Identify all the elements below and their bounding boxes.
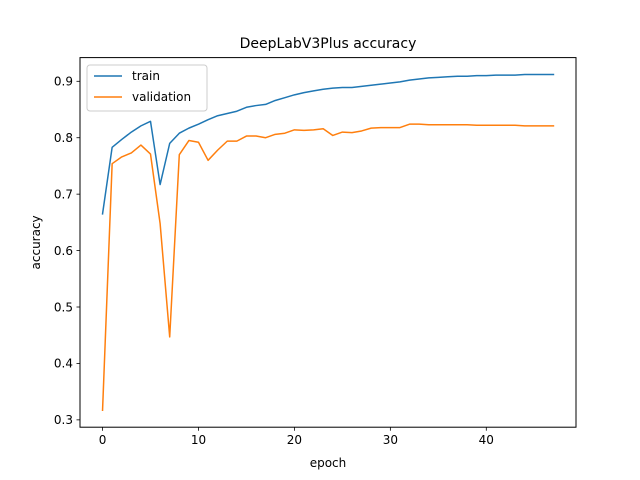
y-tick-label: 0.5	[54, 300, 73, 314]
legend-label-validation: validation	[132, 90, 191, 104]
y-axis-label: accuracy	[29, 215, 43, 269]
x-tick-label: 30	[383, 433, 398, 447]
series-line-train	[101, 73, 555, 215]
x-tick-label: 20	[287, 433, 302, 447]
y-tick-label: 0.8	[54, 131, 73, 145]
plot-frame	[79, 57, 577, 428]
y-tick-label: 0.9	[54, 75, 73, 89]
x-tick-label: 40	[479, 433, 494, 447]
y-tick-label: 0.3	[54, 413, 73, 427]
legend: train validation	[86, 64, 208, 112]
chart-title: DeepLabV3Plus accuracy	[240, 36, 417, 52]
series-line-validation	[101, 123, 555, 412]
series-group	[101, 73, 555, 412]
y-tick-label: 0.6	[54, 244, 73, 258]
x-tick-label: 0	[99, 433, 107, 447]
y-tick-label: 0.7	[54, 187, 73, 201]
y-axis: 0.3 0.4 0.5 0.6 0.7 0.8 0.9	[54, 75, 80, 427]
legend-label-train: train	[132, 69, 160, 83]
x-tick-label: 10	[191, 433, 206, 447]
y-tick-label: 0.4	[54, 357, 73, 371]
x-axis: 0 10 20 30 40	[99, 427, 494, 447]
x-axis-label: epoch	[310, 456, 347, 470]
